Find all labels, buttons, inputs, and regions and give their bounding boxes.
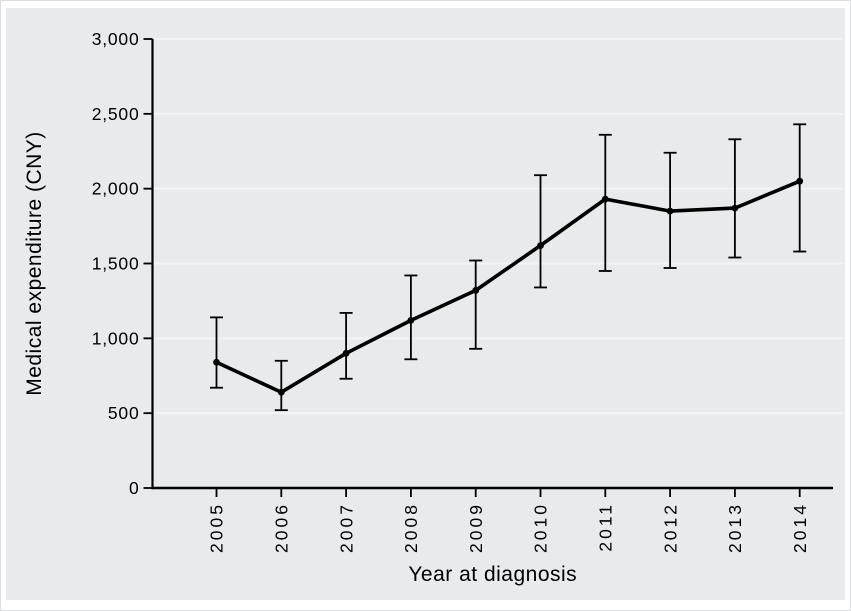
- data-point-marker: [472, 287, 480, 294]
- x-tick-label: 2014: [790, 502, 810, 553]
- y-tick-label: 3,000: [92, 29, 140, 49]
- x-tick-label: 2012: [660, 502, 680, 553]
- data-point-marker: [731, 204, 739, 212]
- x-tick-label: 2007: [336, 502, 356, 553]
- data-point-marker: [213, 358, 220, 366]
- data-point-marker: [796, 177, 804, 185]
- y-tick-label: 1,000: [92, 328, 140, 348]
- plot-panel: [6, 8, 845, 600]
- y-tick-label: 2,500: [92, 104, 140, 124]
- x-tick-label: 2013: [725, 502, 745, 553]
- data-point-marker: [666, 207, 674, 215]
- y-tick-label: 1,500: [92, 254, 140, 274]
- x-tick-label: 2010: [531, 502, 551, 553]
- x-axis-title: Year at diagnosis: [408, 563, 577, 586]
- x-tick-label: 2011: [596, 502, 616, 552]
- data-point-marker: [537, 242, 544, 249]
- x-tick-label: 2005: [207, 502, 227, 553]
- y-axis-title: Medical expenditure (CNY): [23, 131, 46, 396]
- y-tick-label: 2,000: [92, 179, 140, 199]
- x-tick-label: 2006: [272, 502, 292, 553]
- data-point-marker: [407, 316, 415, 324]
- y-tick-label: 500: [108, 403, 140, 423]
- x-tick-label: 2008: [401, 502, 421, 553]
- data-point-marker: [601, 195, 609, 203]
- data-point-marker: [277, 388, 285, 396]
- series-line: [214, 179, 802, 394]
- y-tick-label: 0: [129, 478, 140, 498]
- data-point-marker: [342, 349, 350, 357]
- x-tick-label: 2009: [466, 502, 486, 553]
